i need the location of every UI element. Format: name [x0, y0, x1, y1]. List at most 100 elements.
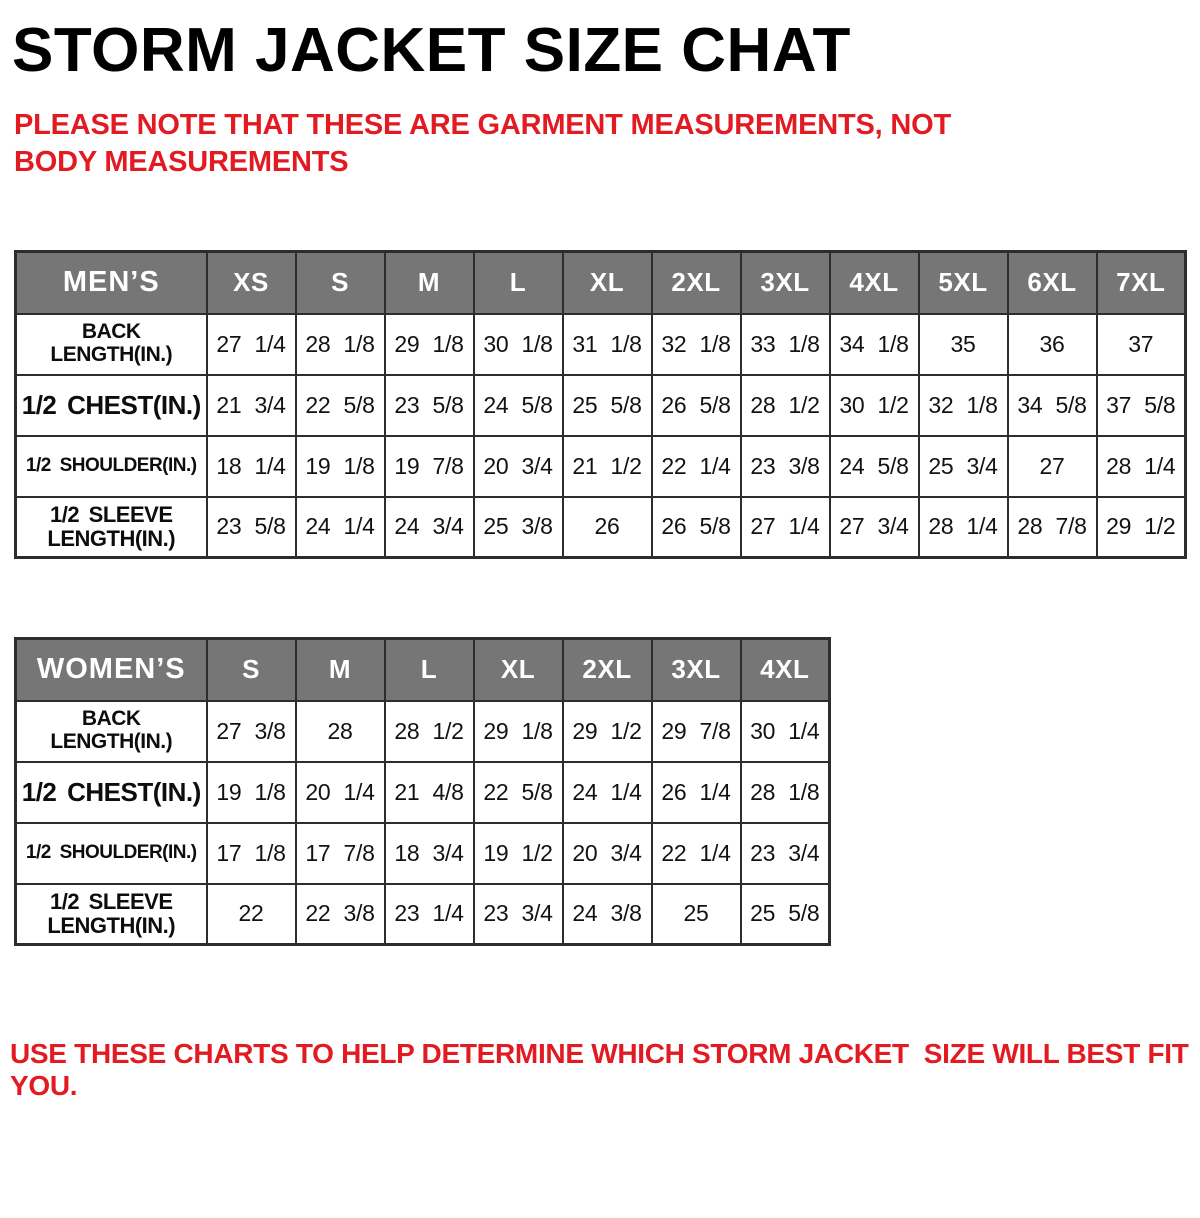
measurement-cell: 28	[294, 699, 386, 763]
measurement-cell: 25 3/4	[917, 434, 1009, 498]
measurement-cell: 32 1/8	[917, 373, 1009, 437]
measurement-cell: 29 1/2	[561, 699, 653, 763]
measurement-cell: 33 1/8	[739, 312, 831, 376]
table-group-label: MEN’S	[14, 250, 208, 315]
measurement-row-label: 1/2 SHOULDER(IN.)	[14, 434, 208, 498]
measurement-cell: 26 5/8	[650, 373, 742, 437]
measurement-row-label: 1/2 CHEST(IN.)	[14, 373, 208, 437]
measurement-cell: 24 5/8	[828, 434, 920, 498]
size-column-header: 2XL	[650, 250, 742, 315]
measurement-row-label: 1/2 CHEST(IN.)	[14, 760, 208, 824]
measurement-cell: 23 1/4	[383, 882, 475, 946]
measurement-cell: 19 7/8	[383, 434, 475, 498]
size-column-header: L	[472, 250, 564, 315]
measurement-cell: 25 3/8	[472, 495, 564, 559]
measurement-cell: 21 1/2	[561, 434, 653, 498]
measurement-cell: 24 3/4	[383, 495, 475, 559]
measurement-cell: 19 1/8	[205, 760, 297, 824]
measurement-cell: 29 1/8	[472, 699, 564, 763]
measurement-cell: 21 4/8	[383, 760, 475, 824]
size-column-header: 4XL	[739, 637, 831, 702]
measurement-cell: 37	[1095, 312, 1187, 376]
size-header-row: MEN’S XS S M L XL 2XL 3XL 4XL 5XL 6XL 7XL	[14, 250, 1187, 315]
measurement-cell: 19 1/2	[472, 821, 564, 885]
measurement-row-label: 1/2 SHOULDER(IN.)	[14, 821, 208, 885]
measurement-row-label: 1/2 SLEEVE LENGTH(IN.)	[14, 495, 208, 559]
measurement-cell: 28 1/2	[739, 373, 831, 437]
measurement-cell: 23 5/8	[205, 495, 297, 559]
size-header-row: WOMEN’S S M L XL 2XL 3XL 4XL	[14, 637, 831, 702]
size-column-header: XL	[472, 637, 564, 702]
size-column-header: XL	[561, 250, 653, 315]
measurement-row-label: BACK LENGTH(IN.)	[14, 312, 208, 376]
size-column-header: 2XL	[561, 637, 653, 702]
measurement-cell: 28 1/8	[739, 760, 831, 824]
measurement-row-label: BACK LENGTH(IN.)	[14, 699, 208, 763]
size-table: WOMEN’S S M L XL 2XL 3XL 4XL BACK LENGTH(IN.) 27 …	[14, 637, 831, 947]
table-group-label: WOMEN’S	[14, 637, 208, 702]
measurement-cell: 22 1/4	[650, 821, 742, 885]
measurement-cell: 23 5/8	[383, 373, 475, 437]
measurement-cell: 22	[205, 882, 297, 946]
measurement-row: 1/2 CHEST(IN.) 21 3/4 22 5/8 23 5/8 24 5/8 25…	[14, 373, 1187, 437]
size-column-header: 4XL	[828, 250, 920, 315]
measurement-cell: 28 1/4	[917, 495, 1009, 559]
mens-size-table: MEN’S XS S M L XL 2XL 3XL 4XL 5XL 6XL 7XL BACK LENGT…	[0, 250, 1200, 560]
measurement-cell: 27	[1006, 434, 1098, 498]
measurement-cell: 24 1/4	[294, 495, 386, 559]
measurement-row-label: 1/2 SLEEVE LENGTH(IN.)	[14, 882, 208, 946]
measurement-row: 1/2 SLEEVE LENGTH(IN.) 23 5/8 24 1/4 24 3/4…	[14, 495, 1187, 559]
measurement-cell: 31 1/8	[561, 312, 653, 376]
measurement-cell: 32 1/8	[650, 312, 742, 376]
measurement-cell: 21 3/4	[205, 373, 297, 437]
measurement-cell: 26 1/4	[650, 760, 742, 824]
size-column-header: L	[383, 637, 475, 702]
measurement-cell: 22 5/8	[294, 373, 386, 437]
measurement-cell: 26 5/8	[650, 495, 742, 559]
size-column-header: 6XL	[1006, 250, 1098, 315]
measurement-cell: 30 1/2	[828, 373, 920, 437]
measurement-cell: 23 3/4	[472, 882, 564, 946]
measurement-cell: 20 3/4	[472, 434, 564, 498]
measurement-cell: 25 5/8	[739, 882, 831, 946]
measurement-cell: 24 5/8	[472, 373, 564, 437]
measurement-cell: 20 3/4	[561, 821, 653, 885]
measurement-row: 1/2 SHOULDER(IN.) 17 1/8 17 7/8 18 3/4 19 1/…	[14, 821, 831, 885]
measurement-cell: 20 1/4	[294, 760, 386, 824]
measurement-cell: 22 3/8	[294, 882, 386, 946]
measurement-cell: 23 3/8	[739, 434, 831, 498]
measurement-cell: 19 1/8	[294, 434, 386, 498]
measurement-cell: 29 1/2	[1095, 495, 1187, 559]
measurement-cell: 29 7/8	[650, 699, 742, 763]
measurement-row: BACK LENGTH(IN.) 27 3/8 28 28 1/2 29 1/8 29 1…	[14, 699, 831, 763]
footer-note: USE THESE CHARTS TO HELP DETERMINE WHICH…	[10, 1038, 1196, 1102]
measurement-cell: 28 1/2	[383, 699, 475, 763]
measurement-cell: 22 1/4	[650, 434, 742, 498]
measurement-cell: 30 1/8	[472, 312, 564, 376]
measurement-cell: 18 1/4	[205, 434, 297, 498]
measurement-cell: 24 1/4	[561, 760, 653, 824]
measurement-cell: 27 3/4	[828, 495, 920, 559]
measurement-cell: 29 1/8	[383, 312, 475, 376]
measurement-cell: 25 5/8	[561, 373, 653, 437]
measurement-cell: 27 3/8	[205, 699, 297, 763]
measurement-cell: 23 3/4	[739, 821, 831, 885]
measurement-cell: 35	[917, 312, 1009, 376]
measurement-cell: 34 1/8	[828, 312, 920, 376]
garment-measurements-note: PLEASE NOTE THAT THESE ARE GARMENT MEASU…	[14, 109, 951, 178]
size-column-header: XS	[205, 250, 297, 315]
size-column-header: S	[205, 637, 297, 702]
measurement-cell: 28 1/4	[1095, 434, 1187, 498]
measurement-cell: 26	[561, 495, 653, 559]
measurement-cell: 25	[650, 882, 742, 946]
measurement-row: 1/2 SHOULDER(IN.) 18 1/4 19 1/8 19 7/8 20 3/…	[14, 434, 1187, 498]
size-column-header: 3XL	[650, 637, 742, 702]
measurement-cell: 37 5/8	[1095, 373, 1187, 437]
measurement-cell: 34 5/8	[1006, 373, 1098, 437]
measurement-cell: 17 1/8	[205, 821, 297, 885]
measurement-row: 1/2 CHEST(IN.) 19 1/8 20 1/4 21 4/8 22 5/8 24…	[14, 760, 831, 824]
size-column-header: M	[294, 637, 386, 702]
measurement-cell: 17 7/8	[294, 821, 386, 885]
measurement-cell: 24 3/8	[561, 882, 653, 946]
measurement-cell: 28 7/8	[1006, 495, 1098, 559]
